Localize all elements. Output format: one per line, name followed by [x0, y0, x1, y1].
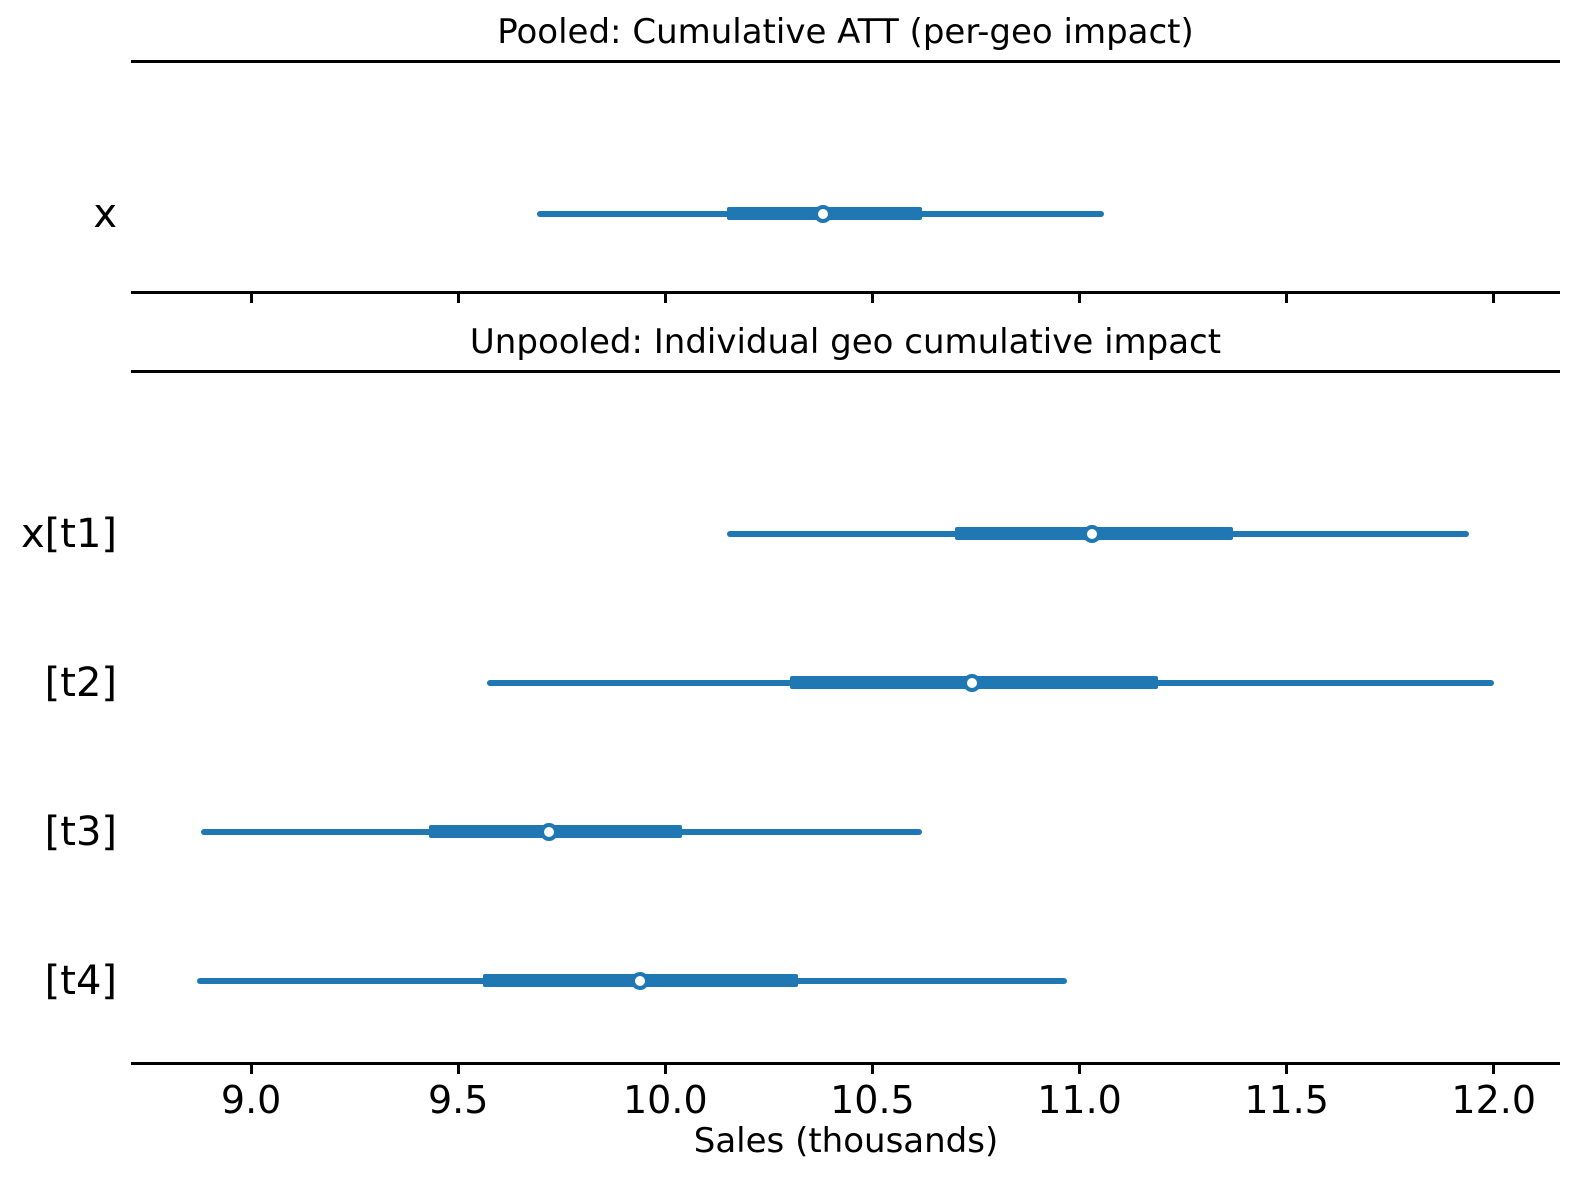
x-tick [1078, 1064, 1082, 1074]
x-tick [1078, 293, 1082, 303]
median-marker [962, 674, 981, 692]
row-label: x [93, 191, 117, 237]
x-tick [870, 1064, 874, 1074]
panel1-title: Pooled: Cumulative ATT (per-geo impact) [497, 12, 1194, 52]
median-marker [1082, 525, 1101, 543]
x-tick [1492, 293, 1496, 303]
row-label: x[t1] [20, 511, 117, 557]
x-tick-label: 12.0 [1451, 1078, 1537, 1122]
median-marker [813, 205, 832, 223]
x-tick [249, 293, 253, 303]
panel2-title: Unpooled: Individual geo cumulative impa… [469, 322, 1222, 362]
panel1-top-spine [131, 60, 1560, 63]
x-tick [456, 293, 460, 303]
x-tick [1285, 293, 1289, 303]
x-tick-label: 11.5 [1244, 1078, 1329, 1122]
x-tick-label: 9.5 [428, 1078, 489, 1122]
x-tick [870, 293, 874, 303]
x-tick [1285, 1064, 1289, 1074]
x-tick-label: 10.5 [830, 1078, 915, 1122]
x-axis-label: Sales (thousands) [693, 1121, 999, 1161]
x-tick-label: 11.0 [1037, 1078, 1122, 1122]
x-tick [663, 1064, 667, 1074]
x-tick-label: 9.0 [220, 1078, 282, 1122]
x-tick [249, 1064, 253, 1074]
panel2-bottom-spine [131, 1062, 1560, 1065]
x-tick-label: 10.0 [623, 1078, 708, 1122]
row-label: [t4] [44, 958, 117, 1004]
x-tick [663, 293, 667, 303]
median-marker [540, 823, 559, 841]
median-marker [631, 972, 650, 990]
row-label: [t2] [44, 660, 117, 706]
panel1-bottom-spine [131, 291, 1560, 294]
panel2-top-spine [131, 370, 1560, 373]
x-tick [456, 1064, 460, 1074]
row-label: [t3] [44, 809, 117, 855]
x-tick [1492, 1064, 1496, 1074]
